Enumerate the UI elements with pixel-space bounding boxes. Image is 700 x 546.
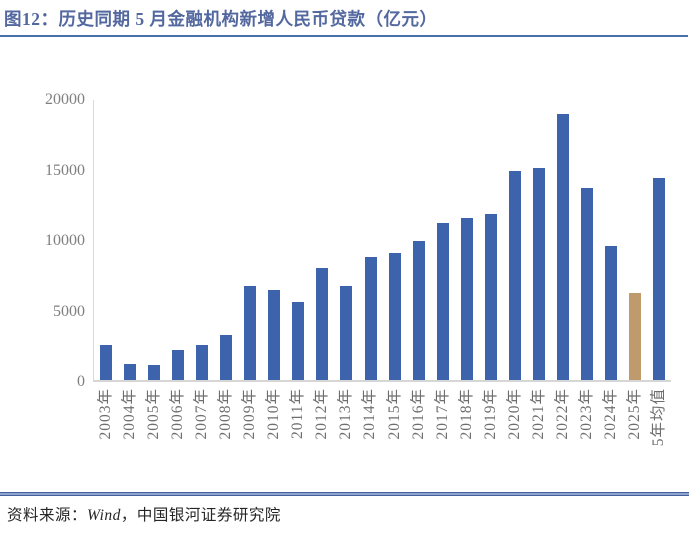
bar-2005年 — [148, 365, 161, 380]
x-tick-label: 2014年 — [361, 388, 379, 440]
bar-slot — [503, 100, 527, 380]
source-prefix: 资料来源： — [7, 507, 88, 524]
x-tick-label: 2006年 — [168, 388, 186, 440]
x-tick-label: 2011年 — [289, 388, 307, 439]
x-tick-label: 2005年 — [144, 388, 162, 440]
x-tick-label: 2012年 — [313, 388, 331, 440]
x-tick-label: 2024年 — [602, 388, 620, 440]
x-tick-label: 2015年 — [385, 388, 403, 440]
bar-2014年 — [364, 257, 377, 380]
bar-slot — [190, 100, 214, 380]
x-tick-label: 2016年 — [409, 388, 427, 440]
source-divider — [0, 492, 689, 496]
x-tick-label: 2010年 — [265, 388, 283, 440]
bar-slot — [118, 100, 142, 380]
x-tick-label: 2023年 — [578, 388, 596, 440]
bar-slot — [455, 100, 479, 380]
bar-2010年 — [268, 290, 281, 380]
bar-slot — [310, 100, 334, 380]
x-tick-label: 2017年 — [433, 388, 451, 440]
bar-slot — [142, 100, 166, 380]
bar-2024年 — [605, 246, 617, 380]
x-tick-label: 2018年 — [457, 388, 475, 440]
x-tick-label: 2019年 — [481, 388, 499, 440]
bar-slot — [527, 100, 551, 380]
bar-5年均值 — [653, 178, 666, 380]
bar-2011年 — [292, 302, 305, 380]
x-tick-label: 5年均值 — [650, 388, 668, 447]
y-tick-label: 5000 — [53, 302, 85, 320]
y-tick-label: 10000 — [45, 232, 85, 249]
y-tick-label: 20000 — [45, 91, 85, 108]
bar-2013年 — [340, 286, 353, 380]
bar-2018年 — [460, 218, 473, 380]
bar-2009年 — [244, 286, 257, 380]
x-axis-labels: 2003年 2004年 2005年 2006年 2007年 2008年 2009年 2010年… — [96, 388, 668, 447]
bar-slot — [623, 100, 647, 380]
bar-2015年 — [388, 253, 401, 380]
plot-area — [93, 100, 671, 382]
bar-2022年 — [556, 114, 569, 380]
x-tick-label: 2008年 — [216, 388, 234, 440]
x-tick-label: 2013年 — [337, 388, 355, 440]
bar-slot — [647, 100, 671, 380]
bar-slot — [238, 100, 262, 380]
bar-slot — [359, 100, 383, 380]
bar-slot — [262, 100, 286, 380]
bar-slot — [431, 100, 455, 380]
y-tick-label: 15000 — [45, 161, 85, 179]
bar-2008年 — [220, 335, 233, 380]
bar-slot — [286, 100, 310, 380]
bar-slot — [166, 100, 190, 380]
bar-2025年 — [629, 293, 642, 380]
bars-container — [94, 100, 671, 380]
title-divider — [0, 35, 688, 37]
bar-slot — [94, 100, 118, 380]
bar-slot — [599, 100, 623, 380]
bar-2016年 — [412, 241, 425, 380]
x-tick-label: 2022年 — [554, 388, 572, 440]
bar-slot — [479, 100, 503, 380]
x-tick-label: 2004年 — [120, 388, 138, 440]
bar-2007年 — [196, 345, 209, 380]
x-tick-label: 2021年 — [530, 388, 548, 440]
source-line: 资料来源：Wind，中国银河证券研究院 — [7, 503, 281, 525]
bar-2023年 — [580, 188, 593, 380]
source-wind: Wind — [87, 507, 121, 524]
figure-title: 图12：历史同期 5 月金融机构新增人民币贷款（亿元） — [4, 9, 438, 29]
x-tick-label: 2007年 — [192, 388, 210, 440]
bar-slot — [334, 100, 358, 380]
x-tick-label: 2003年 — [96, 388, 114, 440]
bar-2019年 — [484, 214, 497, 380]
bar-2017年 — [436, 223, 449, 380]
bar-slot — [214, 100, 238, 380]
bar-chart: 0 5000 10000 15000 20000 2003年 2004年 2005年 2006… — [0, 0, 671, 447]
bar-slot — [575, 100, 599, 380]
x-tick-label: 2025年 — [626, 388, 644, 440]
x-tick-label: 2009年 — [241, 388, 259, 440]
y-axis-labels: 0 5000 10000 15000 20000 — [0, 0, 85, 400]
bar-slot — [407, 100, 431, 380]
bar-slot — [383, 100, 407, 380]
y-tick-label: 0 — [77, 373, 85, 390]
bar-2021年 — [532, 168, 545, 380]
bar-2020年 — [508, 171, 521, 380]
source-suffix: ，中国银河证券研究院 — [120, 507, 281, 524]
bar-slot — [551, 100, 575, 380]
bar-2012年 — [316, 268, 329, 380]
bar-2003年 — [100, 345, 113, 380]
bar-2006年 — [172, 350, 185, 380]
x-tick-label: 2020年 — [505, 388, 523, 440]
bar-2004年 — [124, 364, 137, 380]
